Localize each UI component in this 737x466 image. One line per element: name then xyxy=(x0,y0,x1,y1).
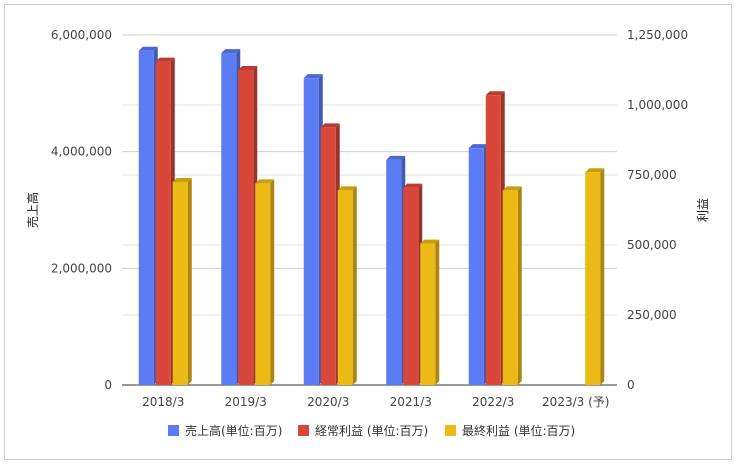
bar-top xyxy=(403,183,423,188)
y-right-tick-label: 750,000 xyxy=(627,168,677,182)
bar-top xyxy=(386,155,406,160)
bar xyxy=(138,50,154,385)
x-tick-label: 2019/3 xyxy=(225,395,267,409)
y-left-tick-label: 2,000,000 xyxy=(51,261,112,275)
bar-top xyxy=(221,49,241,54)
bar-top xyxy=(585,168,605,173)
y-right-tick-label: 250,000 xyxy=(627,308,677,322)
bar xyxy=(403,187,419,385)
bar xyxy=(303,78,319,386)
bar xyxy=(221,53,237,385)
bar xyxy=(337,190,353,385)
bar xyxy=(155,61,171,385)
legend-swatch xyxy=(298,425,309,436)
bar xyxy=(386,159,402,385)
legend-swatch xyxy=(445,425,456,436)
x-tick-label: 2020/3 xyxy=(307,395,349,409)
y-right-axis-title: 利益 xyxy=(696,198,710,222)
bar-top xyxy=(303,74,323,79)
bar-top xyxy=(155,57,175,62)
bar-top xyxy=(337,186,357,191)
y-left-tick-label: 6,000,000 xyxy=(51,28,112,42)
bar-side xyxy=(270,179,275,385)
y-left-tick-label: 0 xyxy=(104,378,112,392)
bar-top xyxy=(420,239,440,244)
bar-top xyxy=(468,144,488,149)
y-left-tick-label: 4,000,000 xyxy=(51,145,112,159)
bar xyxy=(172,182,188,385)
bar-top xyxy=(502,186,522,191)
legend-label: 経常利益 (単位:百万) xyxy=(315,423,428,438)
legend-swatch xyxy=(168,425,179,436)
bar-top xyxy=(485,91,505,96)
bar-side xyxy=(352,186,357,385)
y-right-tick-label: 1,250,000 xyxy=(627,28,688,42)
bar-top xyxy=(238,66,258,70)
bar xyxy=(420,243,436,385)
x-tick-label: 2018/3 xyxy=(142,395,184,409)
bar-side xyxy=(517,186,522,385)
x-tick-label: 2022/3 xyxy=(472,395,514,409)
bar-top xyxy=(138,46,158,51)
bar xyxy=(485,95,501,385)
bar xyxy=(468,148,484,385)
legend-label: 売上高(単位:百万) xyxy=(185,423,282,438)
bar xyxy=(320,127,336,386)
bar xyxy=(255,183,271,385)
bar-side xyxy=(187,178,192,385)
x-tick-label: 2021/3 xyxy=(390,395,432,409)
chart-frame xyxy=(4,4,732,460)
legend-label: 最終利益 (単位:百万) xyxy=(462,423,575,438)
bar-top xyxy=(255,179,275,184)
y-right-tick-label: 0 xyxy=(627,378,635,392)
bar-top xyxy=(320,123,340,128)
bar xyxy=(238,70,254,385)
bar-side xyxy=(600,168,605,385)
bar xyxy=(502,190,518,385)
y-left-axis-title: 売上高 xyxy=(25,192,40,228)
x-tick-label: 2023/3 (予) xyxy=(542,395,609,409)
bar-side xyxy=(435,239,440,385)
y-right-tick-label: 1,000,000 xyxy=(627,98,688,112)
y-right-tick-label: 500,000 xyxy=(627,238,677,252)
bar xyxy=(585,172,601,385)
bar-top xyxy=(172,178,192,182)
